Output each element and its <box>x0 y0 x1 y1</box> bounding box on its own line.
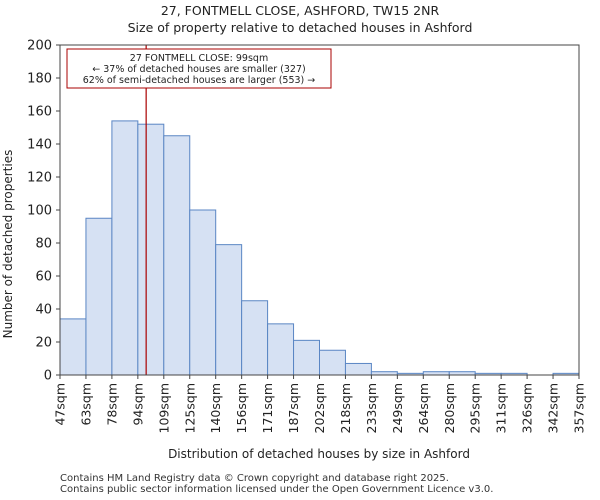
x-tick-label: 156sqm <box>234 383 249 433</box>
footer-copyright: Contains HM Land Registry data © Crown c… <box>60 473 449 484</box>
footer-licence: Contains public sector information licen… <box>60 484 494 495</box>
bar-218sqm <box>344 362 372 376</box>
y-tick-label: 80 <box>35 237 52 252</box>
bar-94sqm <box>137 123 165 376</box>
x-tick-label: 280sqm <box>442 383 457 433</box>
x-tick-label: 171sqm <box>260 383 275 433</box>
y-tick-label: 140 <box>27 138 52 153</box>
y-tick-label: 20 <box>35 336 52 351</box>
x-tick-label: 94sqm <box>130 383 145 426</box>
bar-78sqm <box>111 120 139 376</box>
x-tick-label: 63sqm <box>78 383 93 426</box>
x-axis: 47sqm 63sqm 78sqm 94sqm 109sqm 125sqm 140sqm 15… <box>53 375 587 433</box>
bar-171sqm <box>267 323 295 376</box>
bar-187sqm <box>293 339 320 376</box>
chart-title: 27, FONTMELL CLOSE, ASHFORD, TW15 2NR <box>161 3 440 18</box>
x-tick-label: 47sqm <box>53 383 68 426</box>
x-tick-label: 109sqm <box>156 383 171 433</box>
x-tick-label: 218sqm <box>338 383 353 433</box>
y-tick-label: 160 <box>27 105 52 120</box>
bar-63sqm <box>85 217 113 376</box>
bars-group <box>59 120 580 376</box>
annotation-box: 27 FONTMELL CLOSE: 99sqm ← 37% of detach… <box>66 48 332 89</box>
x-tick-label: 311sqm <box>494 383 509 433</box>
plot-frame <box>59 44 580 376</box>
annotation-frame <box>66 48 332 89</box>
annotation-line-1: 27 FONTMELL CLOSE: 99sqm <box>130 53 268 64</box>
x-tick-label: 342sqm <box>546 383 561 433</box>
bar-140sqm <box>215 244 243 376</box>
x-tick-label: 326sqm <box>520 383 535 433</box>
x-tick-label: 202sqm <box>312 383 327 433</box>
y-tick-label: 60 <box>35 270 52 285</box>
chart-subtitle: Size of property relative to detached ho… <box>128 20 473 35</box>
bar-47sqm <box>59 318 87 376</box>
x-tick-label: 140sqm <box>208 383 223 433</box>
bar-156sqm <box>241 300 269 376</box>
x-tick-label: 125sqm <box>182 383 197 433</box>
y-tick-label: 120 <box>27 171 52 186</box>
bar-125sqm <box>189 209 217 376</box>
x-tick-label: 357sqm <box>572 383 587 433</box>
y-axis-label: Number of detached properties <box>1 150 15 339</box>
x-tick-label: 187sqm <box>286 383 301 433</box>
x-axis-label: Distribution of detached houses by size … <box>168 447 470 461</box>
annotation-line-2: ← 37% of detached houses are smaller (32… <box>92 64 305 75</box>
x-tick-label: 264sqm <box>416 383 431 433</box>
y-tick-label: 200 <box>27 39 52 54</box>
x-tick-label: 78sqm <box>104 383 119 426</box>
x-tick-label: 295sqm <box>468 383 483 433</box>
bar-202sqm <box>319 349 346 376</box>
y-tick-label: 40 <box>35 303 52 318</box>
y-tick-label: 100 <box>27 204 52 219</box>
y-tick-label: 0 <box>44 369 52 384</box>
y-axis: 0 20 40 60 80 100 120 140 160 180 200 <box>27 39 60 384</box>
bar-109sqm <box>163 135 191 376</box>
x-tick-label: 233sqm <box>364 383 379 433</box>
x-tick-label: 249sqm <box>390 383 405 433</box>
annotation-line-3: 62% of semi-detached houses are larger (… <box>83 75 316 86</box>
y-tick-label: 180 <box>27 72 52 87</box>
